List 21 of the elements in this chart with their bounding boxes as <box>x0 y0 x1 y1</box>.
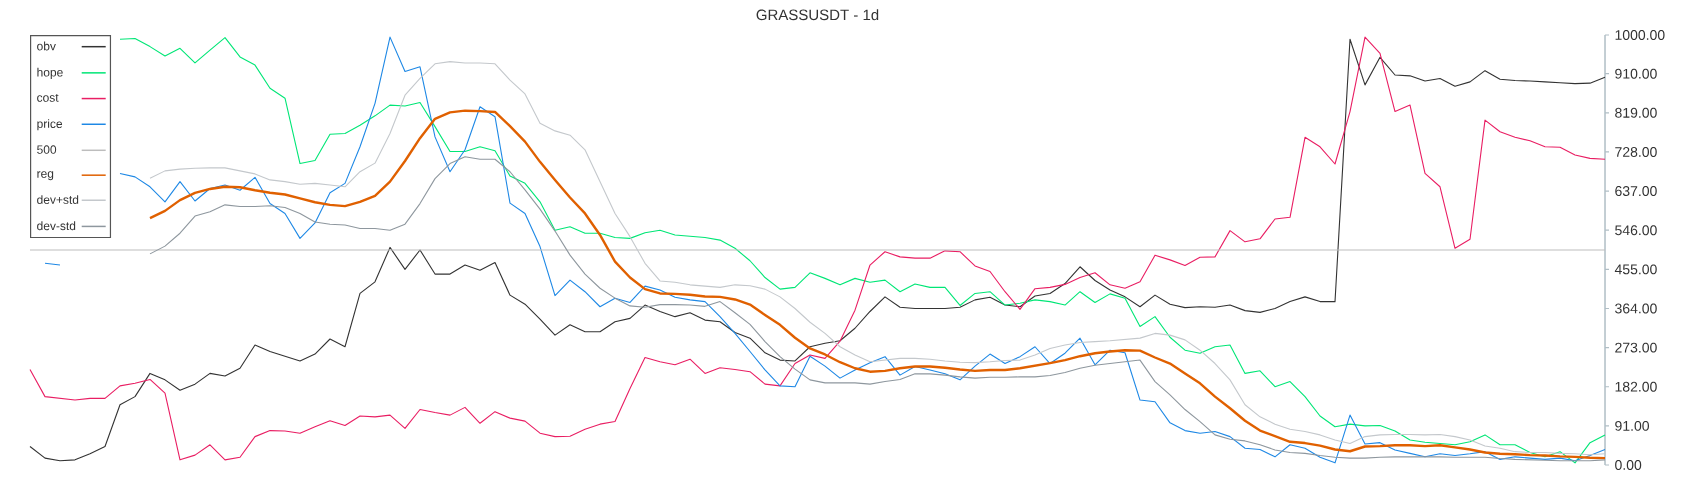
y-tick-label: 91.00 <box>1615 420 1650 431</box>
y-tick-label: 728.00 <box>1615 146 1657 157</box>
y-tick-label: 910.00 <box>1615 68 1657 79</box>
legend-label: dev+std <box>37 195 79 204</box>
legend-label: hope <box>37 67 63 79</box>
y-tick-label: 0.00 <box>1615 460 1642 470</box>
y-tick-label: 273.00 <box>1615 342 1657 353</box>
legend-label: 500 <box>37 145 57 154</box>
y-tick-label: 819.00 <box>1615 107 1657 118</box>
y-tick-label: 637.00 <box>1615 186 1657 197</box>
y-tick-label: 1000.00 <box>1615 30 1665 40</box>
y-tick-label: 546.00 <box>1615 225 1657 236</box>
legend-label: price <box>37 119 63 131</box>
legend-label: obv <box>37 41 56 51</box>
legend-label: cost <box>37 93 59 102</box>
chart-title: GRASSUSDT - 1d <box>756 9 879 21</box>
y-tick-label: 364.00 <box>1615 303 1657 314</box>
y-tick-label: 455.00 <box>1614 264 1657 275</box>
y-tick-label: 182.00 <box>1615 381 1657 392</box>
legend-label: dev-std <box>37 221 76 231</box>
legend-label: reg <box>37 171 54 181</box>
